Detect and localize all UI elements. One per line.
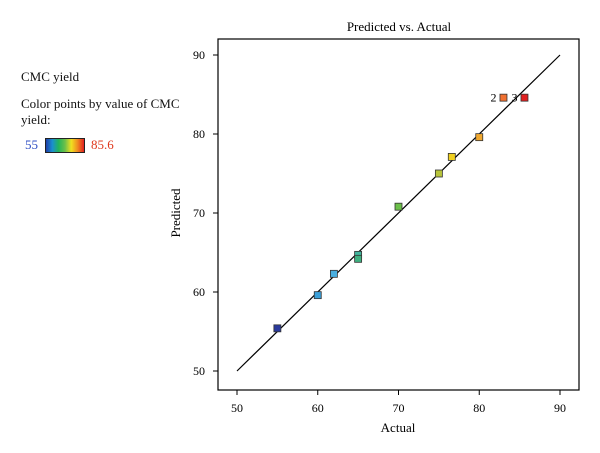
y-axis-label: Predicted xyxy=(168,188,183,238)
x-tick-label: 50 xyxy=(231,401,243,415)
y-tick-label: 90 xyxy=(193,48,205,62)
legend-min-label: 55 xyxy=(25,137,38,152)
x-tick-label: 80 xyxy=(473,401,485,415)
chart-title: Predicted vs. Actual xyxy=(347,19,452,34)
data-point xyxy=(520,93,529,102)
x-tick-label: 90 xyxy=(554,401,566,415)
data-point xyxy=(434,169,443,178)
y-tick-label: 60 xyxy=(193,285,205,299)
x-axis: 50 60 70 80 90 xyxy=(231,390,566,415)
legend-gradient-bar xyxy=(45,138,85,153)
y-tick-label: 80 xyxy=(193,127,205,141)
reference-line xyxy=(236,54,561,372)
data-point xyxy=(447,153,456,161)
data-point xyxy=(313,291,322,300)
point-label: 2 xyxy=(490,91,496,105)
color-legend: CMC yield Color points by value of CMC y… xyxy=(0,0,200,200)
legend-max-label: 85.6 xyxy=(91,137,114,152)
x-tick-label: 60 xyxy=(312,401,324,415)
data-point xyxy=(499,93,508,102)
x-tick-label: 70 xyxy=(393,401,405,415)
data-point xyxy=(273,324,282,333)
data-point xyxy=(475,133,484,142)
y-axis: 50 60 70 80 90 xyxy=(193,48,218,378)
data-point xyxy=(354,254,363,263)
x-axis-label: Actual xyxy=(381,420,416,435)
legend-caption: Color points by value of CMC yield: xyxy=(21,96,180,127)
data-point xyxy=(394,202,403,211)
legend-response-name: CMC yield xyxy=(21,69,80,84)
point-label: 3 xyxy=(511,91,517,105)
y-tick-label: 70 xyxy=(193,206,205,220)
data-point xyxy=(329,269,338,278)
y-tick-label: 50 xyxy=(193,364,205,378)
